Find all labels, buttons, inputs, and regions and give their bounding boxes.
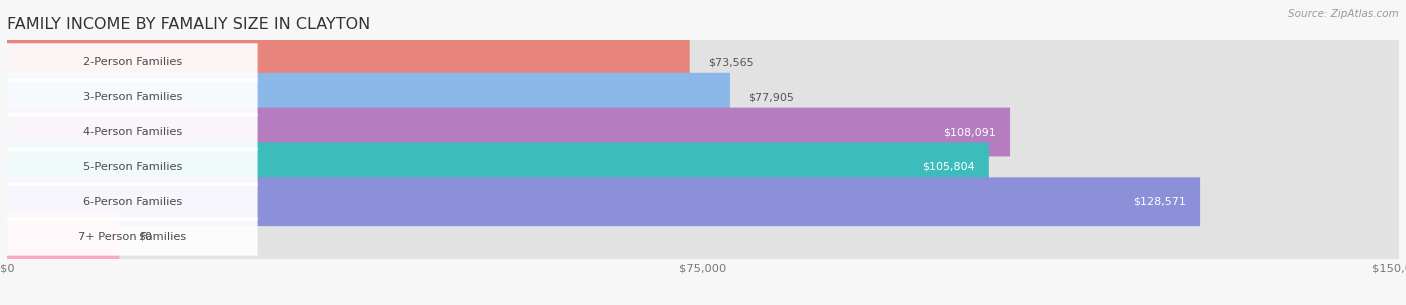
FancyBboxPatch shape bbox=[7, 142, 988, 191]
FancyBboxPatch shape bbox=[7, 183, 257, 221]
FancyBboxPatch shape bbox=[7, 212, 120, 261]
FancyBboxPatch shape bbox=[0, 80, 1406, 115]
FancyBboxPatch shape bbox=[7, 177, 1399, 226]
Text: 2-Person Families: 2-Person Families bbox=[83, 57, 181, 67]
Text: Source: ZipAtlas.com: Source: ZipAtlas.com bbox=[1288, 9, 1399, 19]
FancyBboxPatch shape bbox=[7, 108, 1399, 156]
Text: 6-Person Families: 6-Person Families bbox=[83, 197, 181, 207]
FancyBboxPatch shape bbox=[7, 177, 1201, 226]
FancyBboxPatch shape bbox=[7, 73, 1399, 122]
FancyBboxPatch shape bbox=[0, 184, 1406, 219]
FancyBboxPatch shape bbox=[7, 217, 257, 256]
Text: FAMILY INCOME BY FAMALIY SIZE IN CLAYTON: FAMILY INCOME BY FAMALIY SIZE IN CLAYTON bbox=[7, 16, 370, 31]
FancyBboxPatch shape bbox=[7, 113, 257, 151]
Text: $77,905: $77,905 bbox=[748, 92, 794, 102]
FancyBboxPatch shape bbox=[7, 38, 1399, 87]
Text: $0: $0 bbox=[138, 231, 152, 242]
FancyBboxPatch shape bbox=[0, 115, 1406, 149]
Text: 5-Person Families: 5-Person Families bbox=[83, 162, 181, 172]
FancyBboxPatch shape bbox=[7, 148, 257, 186]
FancyBboxPatch shape bbox=[7, 142, 1399, 191]
FancyBboxPatch shape bbox=[0, 219, 1406, 254]
FancyBboxPatch shape bbox=[0, 149, 1406, 184]
FancyBboxPatch shape bbox=[7, 43, 257, 81]
Text: 4-Person Families: 4-Person Families bbox=[83, 127, 181, 137]
Text: $128,571: $128,571 bbox=[1133, 197, 1187, 207]
Text: 3-Person Families: 3-Person Families bbox=[83, 92, 181, 102]
FancyBboxPatch shape bbox=[7, 73, 730, 122]
Text: $108,091: $108,091 bbox=[943, 127, 997, 137]
FancyBboxPatch shape bbox=[7, 38, 690, 87]
Text: $73,565: $73,565 bbox=[709, 57, 754, 67]
Text: 7+ Person Families: 7+ Person Families bbox=[79, 231, 187, 242]
FancyBboxPatch shape bbox=[0, 45, 1406, 80]
FancyBboxPatch shape bbox=[7, 78, 257, 116]
FancyBboxPatch shape bbox=[7, 212, 1399, 261]
FancyBboxPatch shape bbox=[7, 108, 1010, 156]
Text: $105,804: $105,804 bbox=[922, 162, 974, 172]
